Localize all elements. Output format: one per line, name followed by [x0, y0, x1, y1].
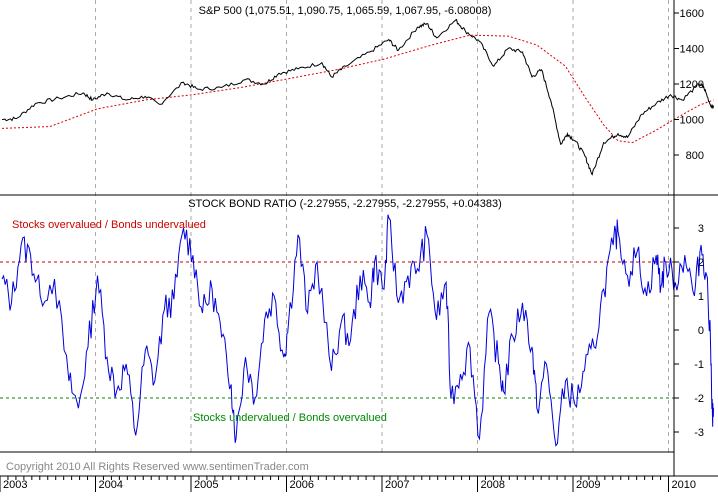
x-tick-label: 2004	[99, 479, 123, 491]
sp500-price-line	[1, 18, 714, 176]
y-tick-label: 1400	[680, 44, 704, 56]
y-tick-label: -1	[694, 359, 704, 371]
series-layer	[1, 18, 714, 447]
y-tick-label: -2	[694, 393, 704, 405]
y-tick-label: 0	[698, 325, 704, 337]
y-tick-label: 800	[686, 150, 704, 162]
x-tick-label: 2009	[576, 479, 600, 491]
y-tick-label: 1200	[680, 79, 704, 91]
copyright-text: Copyright 2010 All Rights Reserved www.s…	[6, 461, 309, 473]
stock-bond-ratio-line	[1, 214, 714, 447]
y-tick-label: -3	[694, 427, 704, 439]
grid-lines	[95, 0, 669, 452]
x-tick-label: 2003	[3, 479, 27, 491]
y-tick-label: 3	[698, 223, 704, 235]
x-tick-label: 2008	[481, 479, 505, 491]
y-tick-label: 1600	[680, 8, 704, 20]
x-tick-label: 2006	[290, 479, 314, 491]
undervalued-annotation: Stocks undervalued / Bonds overvalued	[193, 412, 387, 424]
ratio-title: STOCK BOND RATIO (-2.27955, -2.27955, -2…	[188, 198, 502, 210]
y-tick-label: 2	[698, 257, 704, 269]
tick-labels: 1600 1400 1200 1000 800 3 2 1 0 -1 -2 -3 2003 2004 200…	[0, 8, 704, 492]
y-tick-label: 1000	[680, 115, 704, 127]
moving-average-line	[1, 34, 714, 144]
y-tick-label: 1	[698, 291, 704, 303]
x-tick-label: 2007	[385, 479, 409, 491]
reference-lines	[0, 261, 674, 399]
x-tick-label: 2010	[672, 479, 696, 491]
sp500-title: S&P 500 (1,075.51, 1,090.75, 1,065.59, 1…	[199, 5, 492, 17]
overvalued-annotation: Stocks overvalued / Bonds undervalued	[12, 219, 206, 231]
x-tick-label: 2005	[194, 479, 218, 491]
